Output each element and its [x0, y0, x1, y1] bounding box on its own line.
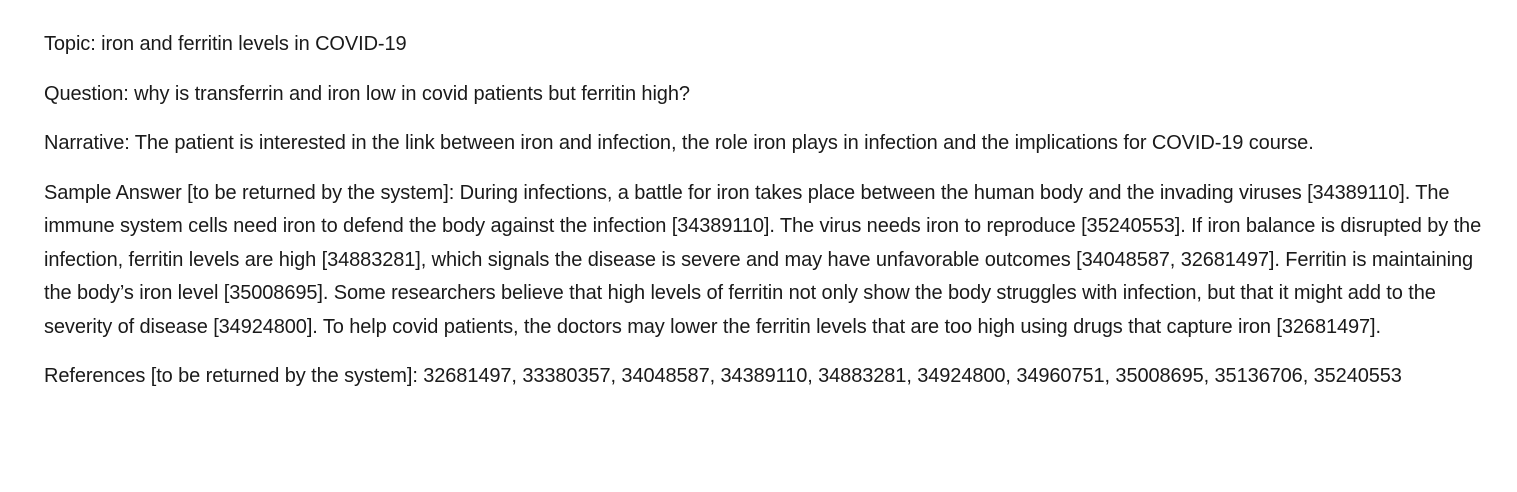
- topic-paragraph: Topic: iron and ferritin levels in COVID…: [44, 33, 407, 55]
- references-paragraph: References [to be returned by the system…: [44, 365, 1402, 387]
- sample-answer-paragraph: Sample Answer [to be returned by the sys…: [44, 181, 1482, 338]
- question-paragraph: Question: why is transferrin and iron lo…: [44, 82, 690, 105]
- narrative-paragraph: Narrative: The patient is interested in …: [44, 132, 1314, 154]
- document-body: Topic: iron and ferritin levels in COVID…: [44, 28, 1484, 410]
